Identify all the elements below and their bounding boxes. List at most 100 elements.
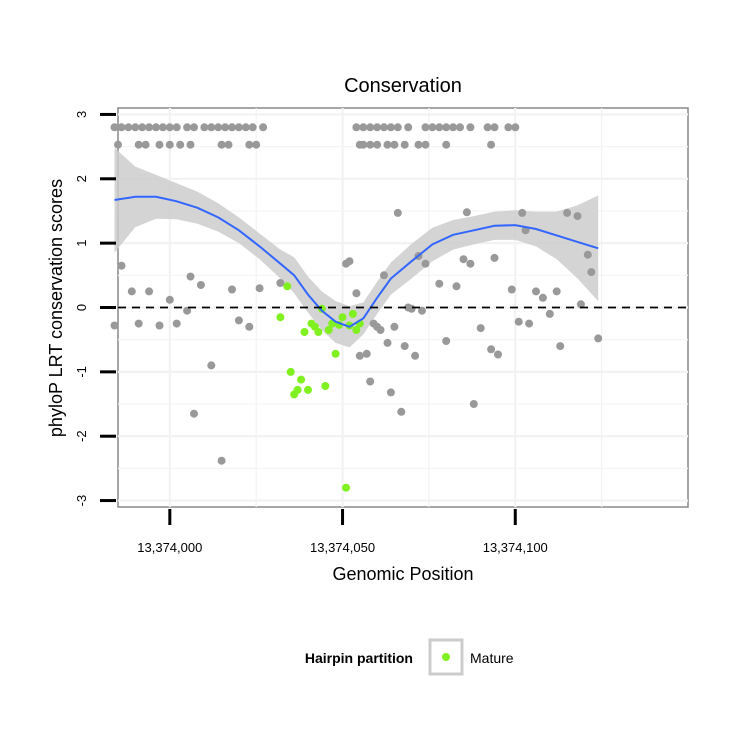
- x-tick-label: 13,374,000: [137, 540, 202, 555]
- data-point: [366, 123, 375, 132]
- data-point: [397, 407, 406, 416]
- data-point: [452, 282, 461, 291]
- y-axis-title: phyloP LRT conservation scores: [46, 179, 66, 437]
- data-point: [152, 123, 160, 132]
- data-point-mature: [314, 328, 323, 336]
- data-point: [228, 123, 236, 132]
- data-point: [110, 321, 119, 330]
- data-point: [573, 212, 582, 221]
- data-point: [145, 123, 154, 132]
- data-point: [172, 319, 181, 328]
- data-point: [145, 287, 154, 296]
- data-point: [141, 140, 150, 149]
- data-point: [483, 123, 492, 132]
- data-point: [428, 123, 437, 132]
- data-point: [418, 306, 426, 315]
- data-point: [525, 319, 534, 328]
- data-points: [110, 123, 603, 492]
- data-point: [466, 123, 475, 132]
- data-point: [138, 123, 147, 132]
- data-point: [462, 208, 471, 217]
- x-tick-label: 13,374,050: [310, 540, 375, 555]
- data-point: [421, 140, 430, 149]
- data-point: [359, 140, 368, 149]
- data-point: [393, 208, 402, 217]
- data-point: [563, 208, 572, 217]
- data-point: [587, 268, 596, 277]
- data-point: [241, 123, 250, 132]
- data-point: [504, 123, 513, 132]
- y-tick-label: 0: [74, 304, 89, 311]
- data-point: [390, 140, 399, 149]
- data-point: [456, 123, 464, 132]
- data-point: [234, 123, 243, 132]
- data-point: [155, 321, 164, 330]
- data-point: [183, 123, 192, 132]
- data-point: [134, 140, 143, 149]
- y-tick-label: 2: [74, 175, 89, 182]
- data-point: [207, 361, 216, 370]
- data-point: [234, 316, 243, 325]
- data-point: [380, 271, 388, 280]
- data-point-mature: [283, 282, 292, 291]
- grid-lines: [118, 108, 688, 507]
- data-point: [380, 123, 388, 132]
- plot-panel: [110, 107, 689, 508]
- data-point: [514, 317, 523, 326]
- data-point: [245, 322, 254, 331]
- data-point-mature: [300, 328, 309, 336]
- data-point: [421, 259, 430, 268]
- data-point-mature: [276, 313, 285, 322]
- y-tick-label: 1: [74, 239, 89, 246]
- data-point-mature: [293, 385, 302, 394]
- data-point: [487, 140, 496, 149]
- y-tick-label: -1: [74, 366, 89, 378]
- data-point: [511, 123, 520, 132]
- data-point: [411, 351, 420, 360]
- data-point: [131, 123, 140, 132]
- data-point: [165, 295, 174, 304]
- data-point: [276, 279, 285, 287]
- data-point: [224, 140, 233, 149]
- data-point-mature: [324, 326, 333, 334]
- data-point: [248, 123, 257, 132]
- data-point: [442, 337, 451, 345]
- data-point: [373, 140, 382, 149]
- x-axis: 13,374,000 13,374,050 13,374,100: [137, 509, 548, 555]
- data-point: [532, 287, 540, 296]
- chart-title: Conservation: [344, 75, 462, 97]
- data-point: [518, 208, 527, 217]
- data-point: [117, 123, 126, 132]
- data-point: [245, 140, 254, 149]
- data-point: [490, 123, 499, 132]
- x-tick-label: 13,374,100: [483, 540, 548, 555]
- data-point: [228, 285, 236, 294]
- data-point: [476, 324, 485, 333]
- smooth-line-group: [114, 195, 599, 328]
- data-point: [386, 123, 395, 132]
- data-point: [400, 140, 409, 149]
- data-point: [576, 300, 585, 309]
- data-point: [252, 140, 261, 149]
- data-point: [407, 304, 416, 313]
- legend-key-mature: [442, 653, 450, 661]
- legend: Hairpin partition Mature: [305, 638, 514, 676]
- data-point: [466, 259, 475, 268]
- legend-title: Hairpin partition: [305, 650, 413, 666]
- data-point: [158, 123, 167, 132]
- data-point: [538, 293, 547, 302]
- data-point: [552, 287, 561, 296]
- data-point: [383, 140, 392, 149]
- data-point: [459, 255, 468, 264]
- data-point: [556, 342, 565, 351]
- data-point-mature: [321, 382, 330, 390]
- data-point: [487, 345, 496, 354]
- data-point: [383, 338, 392, 347]
- data-point: [404, 123, 413, 132]
- data-point: [190, 123, 198, 132]
- y-axis: -3 -2 -1 0 1 2 3: [74, 111, 116, 506]
- data-point: [366, 377, 375, 386]
- y-tick-label: -2: [74, 430, 89, 442]
- data-point-mature: [331, 349, 340, 358]
- data-point: [134, 319, 143, 328]
